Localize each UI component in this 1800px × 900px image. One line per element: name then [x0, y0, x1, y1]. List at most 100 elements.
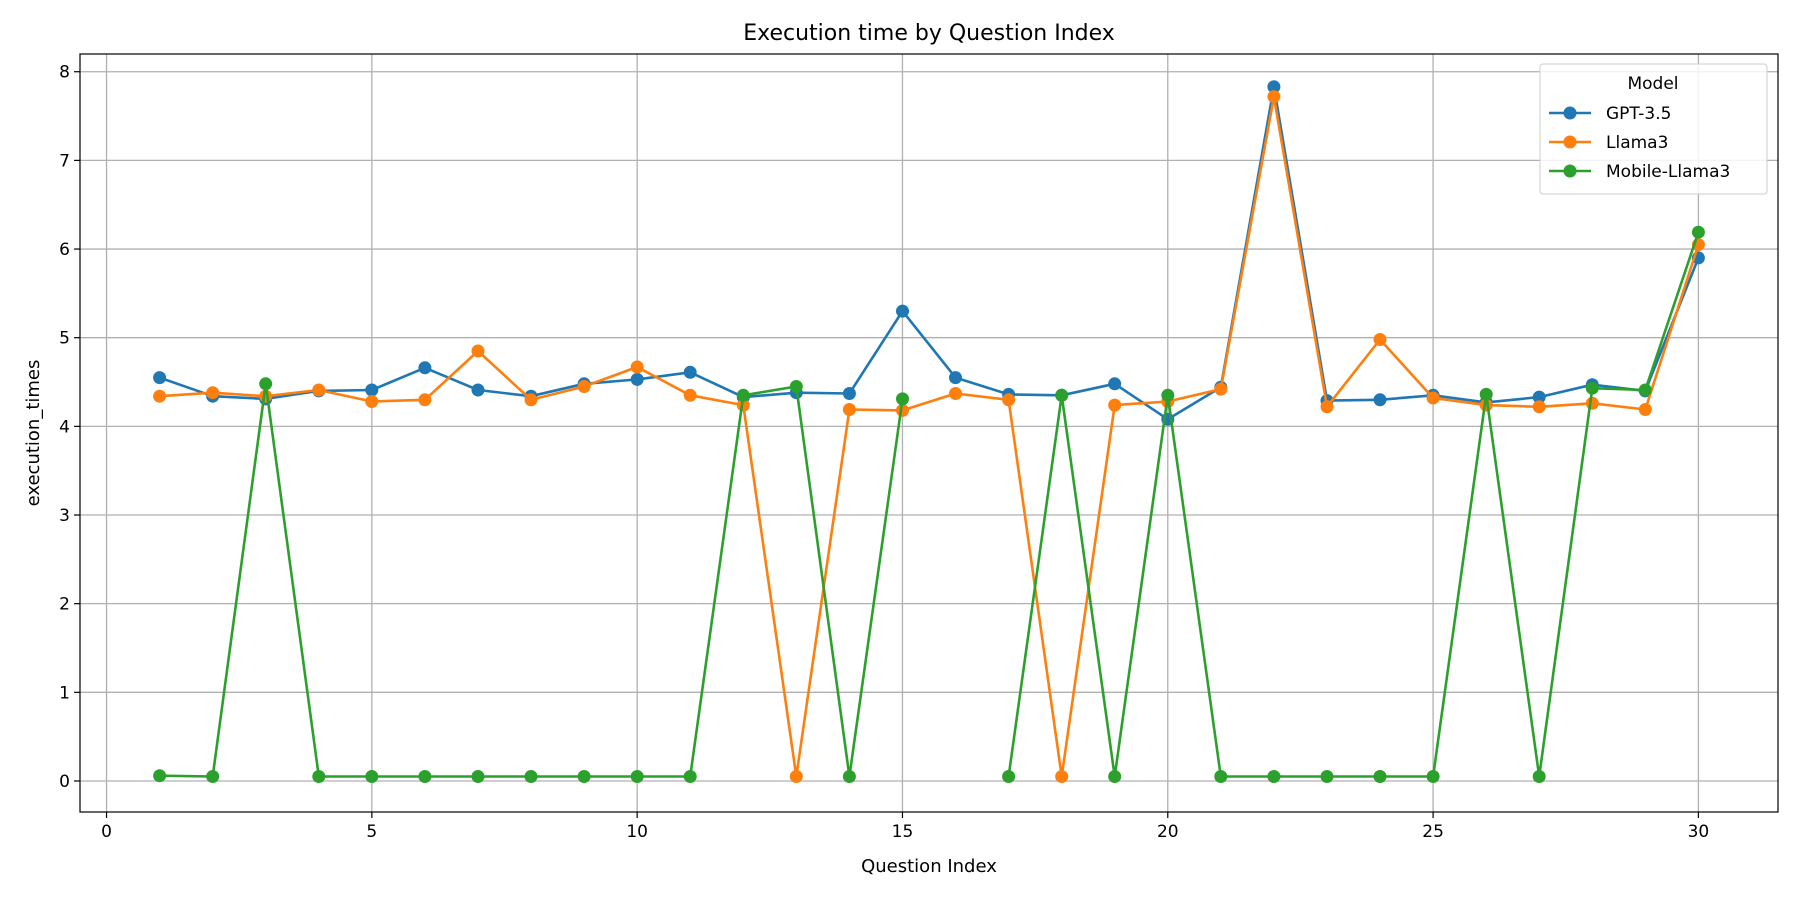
- data-point: [1055, 770, 1069, 783]
- data-point: [736, 388, 750, 402]
- chart-title: Execution time by Question Index: [743, 21, 1115, 46]
- data-point: [1002, 770, 1016, 783]
- y-tick-label: 0: [59, 772, 70, 792]
- data-point: [949, 387, 962, 400]
- data-point: [1373, 393, 1387, 407]
- data-point: [471, 344, 485, 358]
- legend-item: Llama3: [1549, 133, 1668, 153]
- data-point: [789, 380, 803, 393]
- legend-swatch-marker: [1563, 106, 1577, 120]
- y-tick-label: 5: [59, 329, 70, 349]
- y-tick-label: 3: [59, 506, 70, 526]
- data-point: [577, 770, 591, 783]
- data-point: [365, 395, 379, 408]
- y-tick-label: 4: [59, 417, 70, 437]
- legend-item: GPT-3.5: [1549, 104, 1671, 124]
- data-point: [1479, 387, 1493, 401]
- data-point: [312, 770, 326, 783]
- data-point: [1002, 393, 1016, 407]
- data-point: [630, 360, 644, 374]
- data-point: [1108, 398, 1122, 412]
- data-point: [1320, 770, 1334, 783]
- data-point: [1585, 396, 1599, 410]
- series-line: [159, 95, 1700, 778]
- legend-label: GPT-3.5: [1606, 104, 1671, 124]
- data-point: [312, 383, 326, 397]
- data-point: [259, 377, 273, 391]
- x-tick-label: 15: [892, 822, 914, 842]
- grid-lines: [80, 54, 1778, 812]
- data-point: [1267, 770, 1281, 783]
- data-point: [789, 770, 803, 783]
- axis-ticks: 0 5 10 15 20 25 30 0 1 2 3 4 5 6 7 8: [59, 63, 1709, 842]
- x-tick-label: 30: [1688, 822, 1710, 842]
- data-point: [683, 388, 697, 402]
- x-tick-label: 25: [1422, 822, 1444, 842]
- data-point: [1691, 225, 1705, 239]
- data-point: [1532, 400, 1546, 414]
- data-point: [1426, 391, 1440, 405]
- data-point: [1532, 390, 1546, 404]
- data-point: [683, 770, 697, 783]
- data-point: [1320, 400, 1334, 414]
- data-point: [1426, 770, 1440, 783]
- data-point: [842, 387, 856, 400]
- series-llama3: [153, 90, 1705, 783]
- series-mobile-llama3: [153, 225, 1705, 783]
- data-point: [524, 770, 538, 783]
- y-axis-title: execution_times: [23, 360, 44, 507]
- data-point: [896, 304, 909, 318]
- data-point: [1373, 770, 1387, 783]
- legend-box: [1539, 63, 1768, 195]
- data-point: [153, 389, 167, 403]
- x-axis-title: Question Index: [861, 856, 997, 877]
- data-point: [842, 770, 856, 783]
- data-point: [1055, 388, 1069, 402]
- data-point: [153, 371, 167, 385]
- data-point: [1108, 770, 1122, 783]
- x-tick-label: 20: [1157, 822, 1179, 842]
- data-point: [1638, 403, 1652, 416]
- data-point: [471, 770, 485, 783]
- legend-title: Model: [1627, 74, 1678, 94]
- data-point: [471, 383, 485, 397]
- data-point: [1638, 383, 1652, 397]
- data-point: [630, 770, 644, 783]
- x-tick-label: 5: [366, 822, 377, 842]
- legend-swatch-marker: [1563, 164, 1577, 178]
- data-point: [842, 403, 856, 416]
- data-point: [418, 393, 432, 407]
- plot-frame: [79, 53, 1779, 813]
- data-point: [577, 380, 591, 393]
- data-point: [1161, 388, 1175, 402]
- data-point: [524, 393, 538, 407]
- data-point: [896, 392, 909, 406]
- data-point: [153, 769, 167, 783]
- data-point: [1267, 90, 1281, 104]
- data-point: [1373, 333, 1387, 346]
- y-tick-label: 1: [59, 683, 70, 703]
- data-point: [1267, 80, 1281, 94]
- data-point: [365, 770, 379, 783]
- data-point: [418, 770, 432, 783]
- x-tick-label: 10: [626, 822, 648, 842]
- data-point: [206, 770, 220, 783]
- legend-swatch-marker: [1563, 135, 1577, 149]
- data-point: [736, 398, 750, 412]
- y-tick-label: 8: [59, 63, 70, 83]
- legend-label: Mobile-Llama3: [1606, 162, 1730, 182]
- data-point: [1532, 770, 1546, 783]
- data-point: [365, 383, 379, 397]
- data-point: [630, 372, 644, 386]
- y-tick-label: 2: [59, 595, 70, 615]
- data-point: [418, 361, 432, 375]
- data-point: [949, 371, 962, 385]
- y-tick-label: 6: [59, 240, 70, 260]
- data-point: [1585, 381, 1599, 395]
- data-point: [683, 365, 697, 379]
- data-point: [206, 386, 220, 400]
- legend-item: Mobile-Llama3: [1549, 162, 1730, 182]
- data-point: [1214, 770, 1228, 783]
